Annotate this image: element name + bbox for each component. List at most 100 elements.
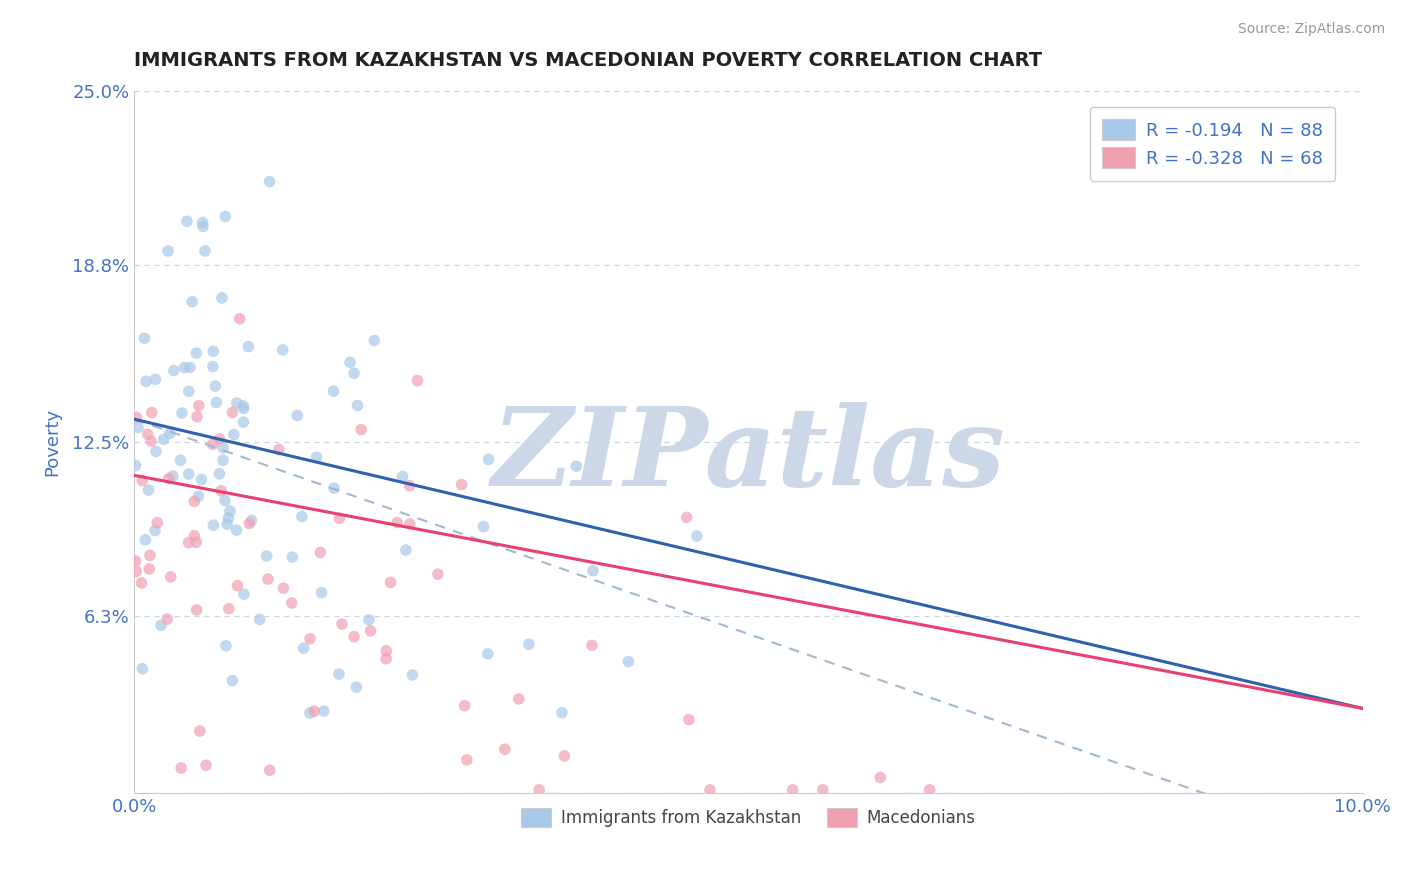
Point bbox=[134, 331, 156, 345]
Point bbox=[202, 344, 225, 359]
Point bbox=[156, 612, 179, 626]
Point bbox=[145, 444, 167, 458]
Point bbox=[201, 437, 224, 451]
Point bbox=[477, 647, 499, 661]
Point bbox=[159, 570, 181, 584]
Point bbox=[209, 483, 232, 498]
Point bbox=[302, 704, 325, 718]
Point bbox=[191, 216, 214, 230]
Point bbox=[280, 596, 302, 610]
Text: ZIPatlas: ZIPatlas bbox=[492, 402, 1005, 509]
Y-axis label: Poverty: Poverty bbox=[44, 408, 60, 475]
Point bbox=[330, 617, 353, 632]
Point bbox=[218, 601, 240, 615]
Point bbox=[150, 618, 173, 632]
Point bbox=[391, 469, 413, 483]
Point bbox=[212, 441, 235, 455]
Point bbox=[186, 535, 208, 549]
Text: Source: ZipAtlas.com: Source: ZipAtlas.com bbox=[1237, 22, 1385, 37]
Point bbox=[328, 511, 350, 525]
Point bbox=[163, 363, 186, 377]
Point bbox=[173, 360, 195, 375]
Point bbox=[238, 516, 260, 531]
Point bbox=[344, 680, 367, 694]
Point bbox=[219, 504, 242, 518]
Legend: Immigrants from Kazakhstan, Macedonians: Immigrants from Kazakhstan, Macedonians bbox=[515, 801, 983, 833]
Point bbox=[581, 638, 603, 652]
Point bbox=[191, 219, 214, 234]
Point bbox=[218, 510, 240, 524]
Point bbox=[259, 175, 281, 189]
Point bbox=[360, 624, 382, 638]
Point bbox=[811, 782, 834, 797]
Point bbox=[170, 761, 193, 775]
Point bbox=[136, 427, 159, 442]
Point bbox=[398, 516, 420, 531]
Point bbox=[138, 562, 160, 576]
Point bbox=[453, 698, 475, 713]
Point bbox=[176, 214, 198, 228]
Point bbox=[299, 632, 322, 646]
Point bbox=[157, 244, 180, 258]
Point bbox=[145, 372, 167, 386]
Point bbox=[143, 524, 166, 538]
Point bbox=[157, 471, 180, 485]
Point bbox=[238, 340, 260, 354]
Point bbox=[141, 406, 163, 420]
Point bbox=[146, 516, 169, 530]
Point bbox=[582, 564, 605, 578]
Point bbox=[194, 244, 217, 258]
Point bbox=[214, 493, 236, 508]
Point bbox=[131, 474, 153, 488]
Point bbox=[309, 545, 332, 559]
Point bbox=[232, 401, 254, 416]
Point bbox=[328, 667, 350, 681]
Point bbox=[343, 630, 366, 644]
Point bbox=[205, 395, 228, 409]
Point bbox=[215, 639, 238, 653]
Point bbox=[281, 550, 304, 565]
Point bbox=[204, 379, 226, 393]
Point bbox=[135, 375, 157, 389]
Point bbox=[322, 384, 344, 399]
Point bbox=[179, 360, 201, 375]
Point bbox=[181, 294, 204, 309]
Point bbox=[138, 483, 160, 497]
Point bbox=[375, 644, 398, 658]
Point bbox=[291, 509, 314, 524]
Point bbox=[195, 758, 218, 772]
Point bbox=[565, 459, 588, 474]
Point bbox=[208, 432, 231, 446]
Point bbox=[271, 343, 294, 357]
Point bbox=[494, 742, 516, 756]
Point bbox=[357, 613, 380, 627]
Point bbox=[527, 782, 550, 797]
Point bbox=[131, 662, 153, 676]
Point bbox=[273, 581, 295, 595]
Point bbox=[188, 724, 211, 739]
Point bbox=[398, 478, 420, 492]
Point bbox=[305, 450, 328, 465]
Point bbox=[323, 481, 346, 495]
Point bbox=[201, 359, 224, 374]
Point bbox=[211, 291, 233, 305]
Point bbox=[183, 494, 205, 508]
Point bbox=[124, 458, 146, 473]
Point bbox=[217, 517, 239, 532]
Point bbox=[139, 549, 162, 563]
Point bbox=[152, 432, 174, 446]
Point bbox=[186, 603, 208, 617]
Point bbox=[267, 442, 290, 457]
Point bbox=[375, 651, 398, 665]
Point bbox=[339, 355, 361, 369]
Point bbox=[134, 533, 156, 547]
Point bbox=[380, 575, 402, 590]
Point bbox=[186, 346, 208, 360]
Point bbox=[187, 399, 209, 413]
Point bbox=[343, 366, 366, 380]
Point bbox=[232, 415, 254, 429]
Point bbox=[229, 311, 252, 326]
Point bbox=[350, 423, 373, 437]
Point bbox=[249, 613, 271, 627]
Point bbox=[918, 782, 941, 797]
